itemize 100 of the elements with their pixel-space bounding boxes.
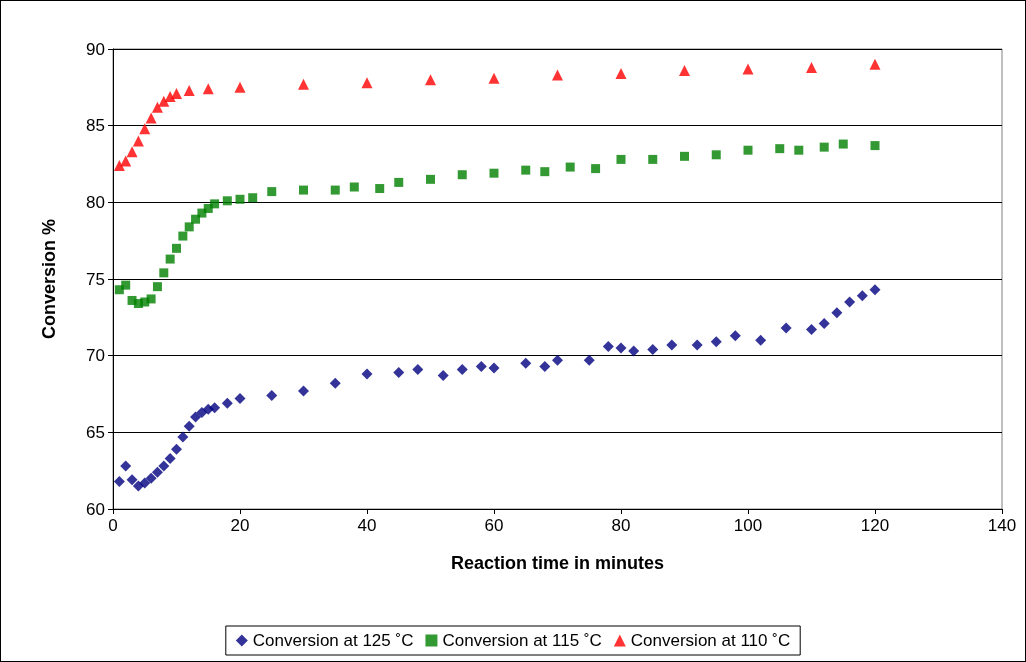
point [456,363,468,375]
point [266,390,278,402]
point [869,284,881,296]
point [126,146,138,158]
point [488,362,500,374]
point [234,393,246,405]
point [869,58,881,70]
point [475,360,487,372]
point [132,135,144,147]
legend-label: Conversion at 115 ˚C [442,631,602,650]
point [616,154,626,164]
y-tick-label: 85 [86,116,105,136]
legend-label: Conversion at 125 ˚C [252,631,414,650]
point [235,194,245,204]
point [666,339,678,351]
point [375,184,385,194]
point [222,196,232,206]
x-tick-label: 0 [108,516,118,535]
x-tick-label: 80 [611,516,631,535]
point [113,475,125,487]
point [393,367,405,379]
point [164,452,176,464]
point [361,77,373,89]
point [139,123,151,135]
point [197,208,207,218]
point [691,339,703,351]
point [819,142,829,152]
point [329,377,341,389]
point [234,81,246,93]
y-tick-label: 65 [86,422,105,442]
point [426,174,435,184]
point [151,101,163,113]
point [412,363,424,375]
point [602,340,614,352]
point [210,199,220,209]
point [552,354,563,366]
point [437,370,449,382]
point [856,290,868,302]
point [742,63,754,75]
point [145,472,157,484]
point [330,185,340,195]
point [165,254,175,264]
y-tick-label: 60 [86,499,105,519]
point [145,112,157,124]
point [647,344,659,356]
x-tick-label: 40 [357,516,377,535]
point [775,144,785,154]
point [806,324,817,336]
point [171,87,182,99]
point [248,193,258,203]
point [113,160,125,172]
point [521,165,531,175]
point [361,368,373,380]
y-tick-label: 90 [86,39,105,59]
point [457,170,467,180]
point [488,72,500,84]
point [120,155,132,167]
x-axis-title: Reaction time in minutes [450,553,665,573]
x-tick-label: 100 [733,516,763,535]
point [299,185,308,195]
point [298,385,309,397]
point [615,68,627,80]
point [394,177,404,187]
point [139,477,151,489]
x-tick-label: 60 [484,516,504,535]
point [151,466,163,478]
point [628,345,640,357]
y-axis-title: Conversion % [39,218,59,340]
x-tick-label: 140 [987,516,1017,535]
point [178,231,188,241]
point [158,460,170,472]
point [680,151,689,161]
x-tick-label: 20 [230,516,250,535]
point [171,443,182,455]
point [679,64,690,76]
point [780,322,792,334]
x-tick-label: 120 [860,516,890,535]
point [648,154,658,164]
point [152,282,162,292]
point [159,268,169,278]
point [221,397,233,409]
point [552,69,563,81]
point [743,145,753,155]
point [583,354,595,366]
point [349,182,359,192]
point [729,330,741,342]
point [132,480,144,492]
point [425,74,436,86]
point [870,141,880,151]
point [565,162,575,172]
point [202,83,214,95]
point [831,307,843,319]
point [591,164,601,174]
legend-label: Conversion at 110 ˚C [630,631,791,650]
point [158,95,170,107]
point [120,460,132,472]
y-tick-label: 70 [86,346,105,366]
y-tick-label: 80 [86,192,105,212]
point [298,78,309,90]
point [126,474,138,486]
